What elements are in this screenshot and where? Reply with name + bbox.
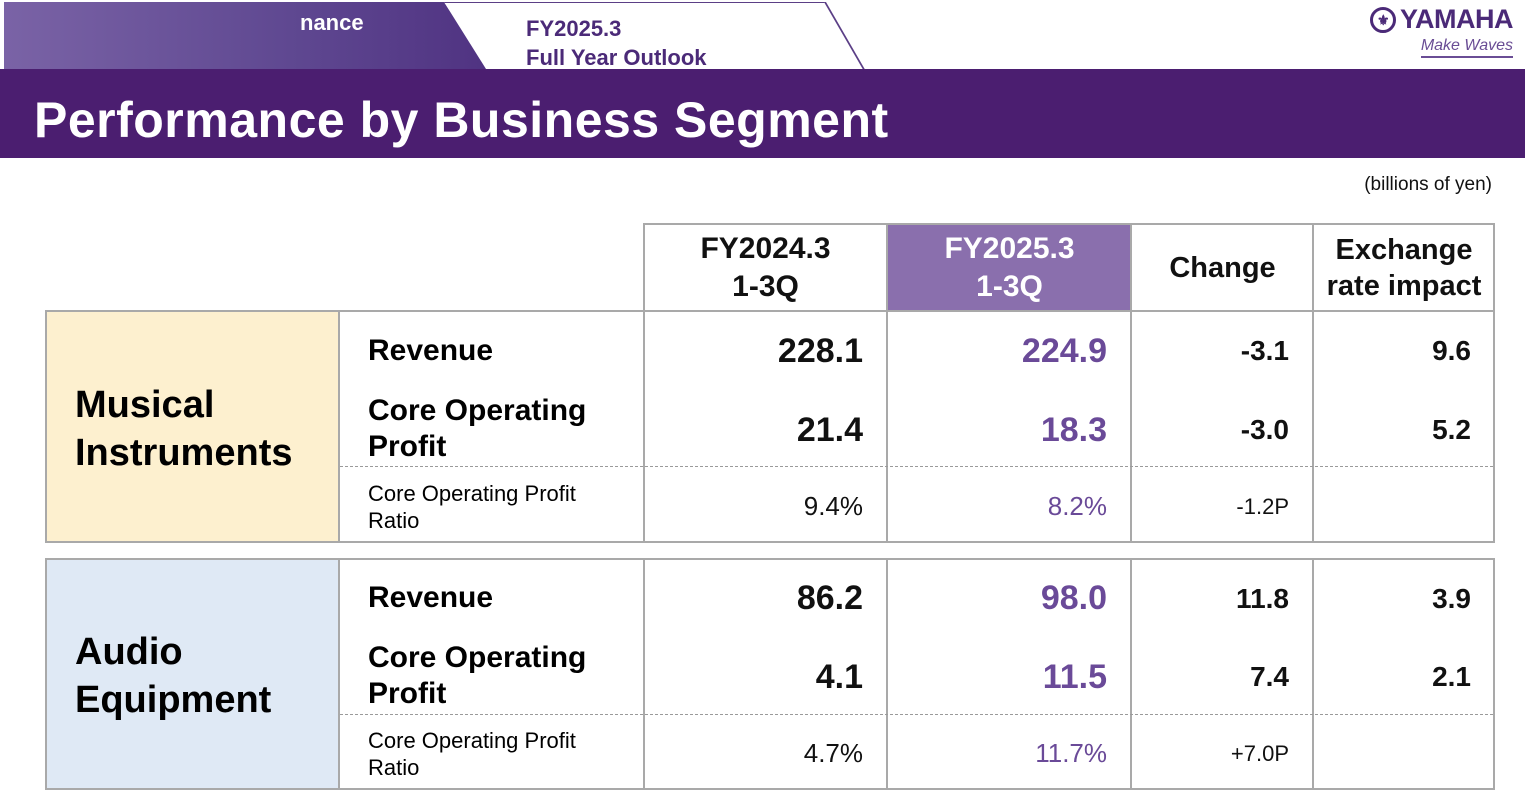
grid-line: [338, 558, 340, 790]
grid-line: [338, 310, 340, 543]
col-header-change: Change: [1169, 251, 1276, 284]
value-current: 8.2%: [1047, 491, 1107, 521]
value-current: 224.9: [1021, 332, 1107, 370]
grid-line: [1312, 223, 1314, 311]
tab-current-label: FY2025.3 Full Year Outlook: [526, 14, 707, 72]
row-label-core-operating-profit: Core Operating Profit: [368, 394, 587, 463]
grid-line: [643, 223, 1495, 225]
grid-line: [643, 558, 645, 790]
value-change: 7.4: [1250, 661, 1289, 692]
col-header-current: FY2025.3 1-3Q: [888, 224, 1131, 311]
grid-line: [1493, 223, 1495, 311]
tab-current-line1: FY2025.3: [526, 16, 622, 41]
grid-line: [45, 541, 1495, 543]
row-label-core-operating-profit-ratio: Core Operating Profit Ratio: [368, 728, 576, 780]
grid-line: [45, 310, 47, 543]
value-fx: 9.6: [1432, 335, 1471, 366]
value-prior: 4.1: [815, 658, 863, 696]
grid-line: [1312, 558, 1314, 790]
value-fx: 3.9: [1432, 583, 1471, 614]
value-prior: 4.7%: [803, 738, 863, 768]
tab-current-line2: Full Year Outlook: [526, 45, 707, 70]
value-change: -1.2P: [1236, 494, 1289, 519]
tab-previous-section[interactable]: [4, 2, 489, 70]
value-change: 11.8: [1236, 583, 1289, 614]
segment-musical-bg: [46, 311, 338, 542]
grid-line: [45, 558, 1495, 560]
segment-name-audio: Audio Equipment: [75, 631, 272, 721]
grid-line: [45, 788, 1495, 790]
logo-brand: YAMAHA: [1399, 4, 1514, 34]
yamaha-logo: ⚜ YAMAHA Make Waves: [1369, 4, 1514, 58]
segment-name-musical: Musical Instruments: [75, 384, 293, 474]
grid-line: [643, 310, 645, 543]
unit-label: (billions of yen): [1364, 174, 1492, 195]
grid-line: [643, 223, 645, 311]
page-title: Performance by Business Segment: [34, 92, 889, 148]
value-change: +7.0P: [1230, 741, 1289, 766]
row-label-core-operating-profit-ratio: Core Operating Profit Ratio: [368, 481, 576, 533]
tuning-fork-icon: ⚜: [1369, 6, 1396, 33]
grid-line: [1130, 558, 1132, 790]
row-label-revenue: Revenue: [368, 334, 494, 367]
segment-audio-bg: [46, 559, 338, 789]
value-current: 11.5: [1042, 658, 1107, 696]
value-current: 18.3: [1040, 411, 1107, 449]
col-header-fx: Exchange rate impact: [1326, 233, 1482, 302]
grid-line: [886, 558, 888, 790]
col-header-prior: FY2024.3 1-3Q: [700, 231, 831, 303]
row-label-core-operating-profit: Core Operating Profit: [368, 641, 587, 710]
value-fx: 5.2: [1432, 414, 1471, 445]
title-banner: Performance by Business Segment: [0, 69, 1525, 158]
row-divider: [340, 466, 1493, 467]
grid-line: [1130, 310, 1132, 543]
grid-line: [1493, 558, 1495, 790]
value-prior: 86.2: [796, 579, 863, 617]
value-current: 98.0: [1040, 579, 1107, 617]
value-prior: 228.1: [777, 332, 863, 370]
grid-line: [886, 310, 888, 543]
grid-line: [1493, 310, 1495, 543]
value-current: 11.7%: [1035, 738, 1107, 768]
tab-current-section[interactable]: [444, 2, 864, 69]
row-divider: [340, 714, 1493, 715]
tab-previous-label: nance: [300, 10, 364, 35]
row-label-revenue: Revenue: [368, 581, 494, 614]
value-prior: 21.4: [796, 411, 863, 449]
value-fx: 2.1: [1432, 661, 1471, 692]
grid-line: [1130, 223, 1132, 311]
grid-line: [886, 223, 888, 311]
grid-line: [45, 558, 47, 790]
value-change: -3.1: [1240, 335, 1289, 366]
value-change: -3.0: [1240, 414, 1289, 445]
logo-tagline: Make Waves: [1420, 37, 1513, 58]
grid-line: [1312, 310, 1314, 543]
grid-line: [45, 310, 1495, 312]
value-prior: 9.4%: [803, 491, 863, 521]
